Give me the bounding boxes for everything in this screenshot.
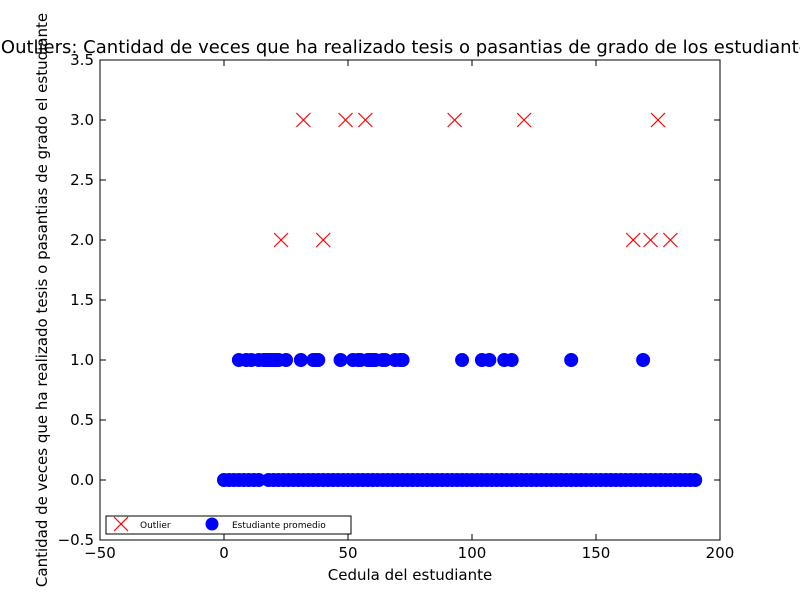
outlier-point — [113, 516, 129, 532]
x-tick-label: 0 — [219, 544, 229, 562]
average-student-point — [504, 353, 519, 367]
y-tick-label: 2.5 — [70, 171, 94, 189]
x-tick-label: 50 — [338, 544, 357, 562]
plot-area — [217, 112, 703, 487]
y-tick-label: 0.5 — [70, 411, 94, 429]
average-student-point — [688, 473, 703, 487]
y-axis-label: Cantidad de veces que ha realizado tesis… — [33, 13, 51, 587]
outlier-point — [650, 112, 666, 128]
average-student-point — [455, 353, 470, 367]
average-student-point — [293, 353, 308, 367]
x-tick-label: 200 — [706, 544, 735, 562]
y-tick-label: 1.0 — [70, 351, 94, 369]
x-tick-label: 150 — [582, 544, 611, 562]
outlier-point — [315, 232, 331, 248]
outlier-point — [447, 112, 463, 128]
outlier-point — [338, 112, 353, 128]
outlier-point — [357, 112, 373, 128]
y-tick-label: 3.0 — [70, 111, 94, 129]
legend-box — [105, 515, 352, 535]
y-tick-label: 3.5 — [70, 51, 94, 69]
plot-frame — [99, 59, 721, 541]
average-student-point — [279, 353, 293, 367]
outlier-point — [516, 112, 532, 128]
average-student-point — [636, 353, 651, 367]
outlier-point — [662, 232, 678, 248]
legend-label-outlier: Outlier — [140, 521, 171, 531]
x-tick-label: −50 — [84, 544, 116, 562]
x-axis: −50 0 50 100 150 200 — [84, 60, 734, 562]
x-axis-label: Cedula del estudiante — [328, 566, 492, 584]
y-tick-label: 1.5 — [70, 291, 94, 309]
average-student-point — [564, 353, 579, 367]
outlier-point — [643, 232, 658, 248]
outlier-point — [273, 232, 289, 248]
legend-label-average: Estudiante promedio — [232, 521, 326, 531]
y-tick-label: −0.5 — [58, 531, 94, 549]
average-student-point — [333, 353, 348, 367]
average-student-point — [482, 353, 497, 367]
legend: Outlier Estudiante promedio — [105, 515, 352, 535]
average-student-point — [395, 353, 410, 367]
average-student-point — [311, 353, 326, 367]
x-tick-label: 100 — [458, 544, 487, 562]
y-axis: −0.5 0.0 0.5 1.0 1.5 2.0 2.5 3.0 3.5 — [58, 51, 720, 549]
outlier-point — [625, 232, 641, 248]
y-tick-label: 0.0 — [70, 471, 94, 489]
outlier-point — [295, 112, 311, 128]
legend-marker-average — [205, 517, 219, 531]
chart-title: Outliers: Cantidad de veces que ha reali… — [1, 37, 800, 58]
y-tick-label: 2.0 — [70, 231, 94, 249]
